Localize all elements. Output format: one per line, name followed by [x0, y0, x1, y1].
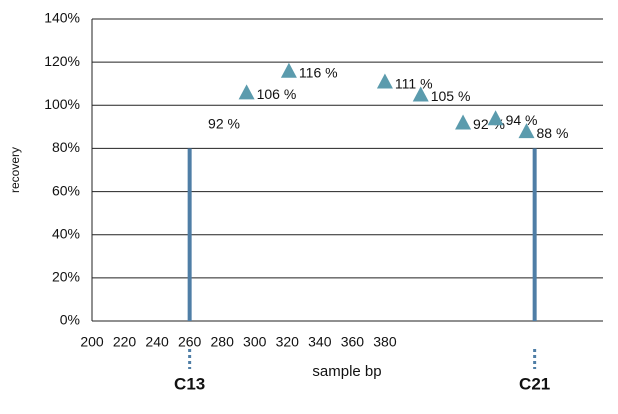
x-tick-label: 260 — [178, 334, 202, 350]
x-tick-label: 220 — [113, 334, 137, 350]
triangle — [238, 84, 255, 100]
data-label: 94 % — [506, 112, 538, 128]
x-axis-label: sample bp — [312, 363, 381, 380]
data-label: 111 % — [395, 75, 433, 91]
y-tick-label: 40% — [52, 225, 80, 241]
y-tick-label: 100% — [44, 96, 80, 112]
x-tick-label: 360 — [341, 334, 365, 350]
triangle — [487, 110, 504, 126]
triangle — [455, 114, 472, 130]
annotation: 92 % — [208, 116, 240, 132]
data-label: 88 % — [537, 125, 569, 141]
y-tick-label: 0% — [60, 312, 80, 328]
x-tick-label: 280 — [211, 334, 235, 350]
y-tick-label: 140% — [44, 10, 80, 26]
y-tick-label: 60% — [52, 182, 80, 198]
x-tick-label: 340 — [308, 334, 332, 350]
data-label: 106 % — [257, 86, 297, 102]
x-tick-label: 200 — [80, 334, 104, 350]
data-label: 116 % — [299, 64, 338, 80]
y-tick-label: 120% — [44, 53, 80, 69]
x-tick-label: 320 — [276, 334, 300, 350]
data-label: 105 % — [431, 88, 471, 104]
x-tick-label: 300 — [243, 334, 267, 350]
triangle — [280, 62, 297, 78]
x-tick-label: 380 — [373, 334, 397, 350]
x-tick-label: 240 — [145, 334, 169, 350]
y-tick-label: 80% — [52, 139, 80, 155]
triangle — [412, 86, 429, 102]
marker-label: C13 — [174, 374, 205, 393]
triangle — [518, 123, 535, 139]
y-axis-label: recovery — [8, 147, 22, 193]
marker-label: C21 — [519, 374, 550, 393]
y-tick-label: 20% — [52, 269, 80, 285]
triangle — [376, 73, 393, 89]
